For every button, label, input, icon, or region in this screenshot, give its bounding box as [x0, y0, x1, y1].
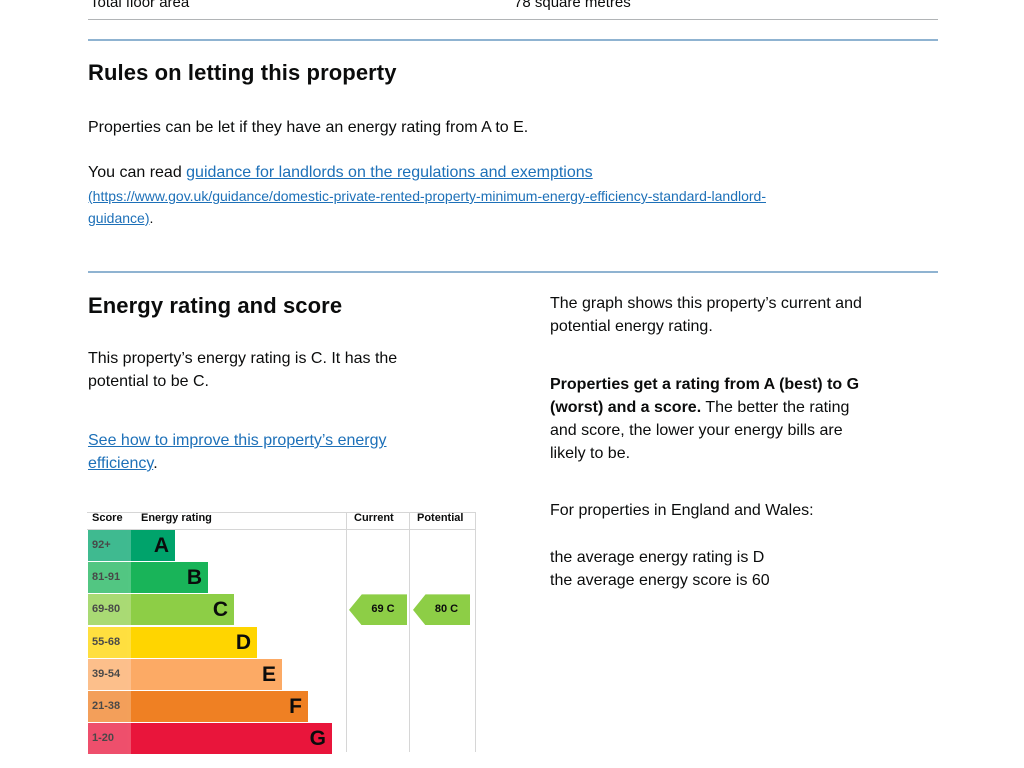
- guidance-prefix: You can read: [88, 164, 187, 181]
- band-bar-c: C: [131, 594, 234, 626]
- band-score-b: 81-91: [88, 562, 131, 594]
- floor-area-value: 78 square metres: [514, 0, 631, 11]
- band-bar-a: A: [131, 530, 175, 561]
- chart-header-current: Current: [354, 512, 394, 524]
- band-bar-d: D: [131, 626, 257, 658]
- current-rating-arrow: 69 C: [349, 594, 407, 626]
- section-divider: [88, 39, 938, 41]
- energy-para-line2: potential to be C.: [88, 373, 209, 390]
- guidance-url-line2[interactable]: guidance): [88, 210, 150, 226]
- rules-heading: Rules on letting this property: [88, 60, 397, 85]
- rating-bold-line1: Properties get a rating from A (best) to…: [550, 376, 860, 393]
- band-score-c: 69-80: [88, 594, 131, 626]
- chart-current-divider: [346, 512, 347, 752]
- averages: the average energy rating is D the averag…: [550, 546, 770, 592]
- improve-paragraph: See how to improve this property’s energ…: [88, 429, 387, 475]
- rules-paragraph: Properties can be let if they have an en…: [88, 119, 529, 136]
- chart-header-rating: Energy rating: [141, 512, 212, 524]
- band-score-g: 1-20: [88, 723, 131, 755]
- chart-header-border: [87, 529, 476, 530]
- guidance-url[interactable]: (https://www.gov.uk/guidance/domestic-pr…: [88, 185, 938, 229]
- band-score-e: 39-54: [88, 658, 131, 690]
- chart-top-border: [87, 512, 476, 513]
- band-bar-b: B: [131, 562, 208, 594]
- chart-header-potential: Potential: [417, 512, 464, 524]
- energy-rating-paragraph: This property’s energy rating is C. It h…: [88, 347, 397, 393]
- guidance-url-suffix: .: [149, 210, 154, 226]
- rating-rest-line1: The better the rating: [701, 399, 850, 416]
- band-bar-g: G: [131, 723, 332, 755]
- chart-potential-divider: [409, 512, 410, 752]
- rating-bold-line2: (worst) and a score.: [550, 399, 702, 416]
- band-bar-f: F: [131, 691, 308, 722]
- improve-link-line2[interactable]: efficiency: [88, 455, 154, 472]
- floor-area-row: Total floor area 78 square metres: [88, 0, 938, 20]
- rating-rest-line3: likely to be.: [550, 445, 631, 462]
- improve-link-line1[interactable]: See how to improve this property’s energ…: [88, 432, 387, 449]
- graph-description: The graph shows this property’s current …: [550, 292, 862, 338]
- average-rating: the average energy rating is D: [550, 549, 765, 566]
- england-wales-text: For properties in England and Wales:: [550, 502, 814, 519]
- guidance-paragraph: You can read guidance for landlords on t…: [88, 161, 928, 184]
- potential-rating-arrow: 80 C: [413, 594, 470, 626]
- rating-rest-line2: and score, the lower your energy bills a…: [550, 422, 843, 439]
- band-score-d: 55-68: [88, 626, 131, 658]
- floor-area-label: Total floor area: [90, 0, 190, 11]
- energy-heading: Energy rating and score: [88, 293, 343, 318]
- improve-suffix: .: [153, 455, 158, 472]
- section-divider: [88, 271, 938, 273]
- band-bar-e: E: [131, 658, 282, 690]
- graph-line2: potential energy rating.: [550, 318, 713, 335]
- rating-explanation: Properties get a rating from A (best) to…: [550, 373, 859, 465]
- graph-line1: The graph shows this property’s current …: [550, 295, 862, 312]
- energy-para-line1: This property’s energy rating is C. It h…: [88, 350, 398, 367]
- chart-right-border: [475, 512, 476, 752]
- band-score-a: 92+: [88, 530, 131, 561]
- band-score-f: 21-38: [88, 691, 131, 722]
- energy-rating-chart: Score Energy rating Current Potential 92…: [87, 512, 477, 755]
- guidance-link[interactable]: guidance for landlords on the regulation…: [186, 164, 593, 181]
- average-score: the average energy score is 60: [550, 572, 770, 589]
- guidance-url-line1[interactable]: (https://www.gov.uk/guidance/domestic-pr…: [88, 188, 766, 204]
- chart-header-score: Score: [92, 512, 123, 524]
